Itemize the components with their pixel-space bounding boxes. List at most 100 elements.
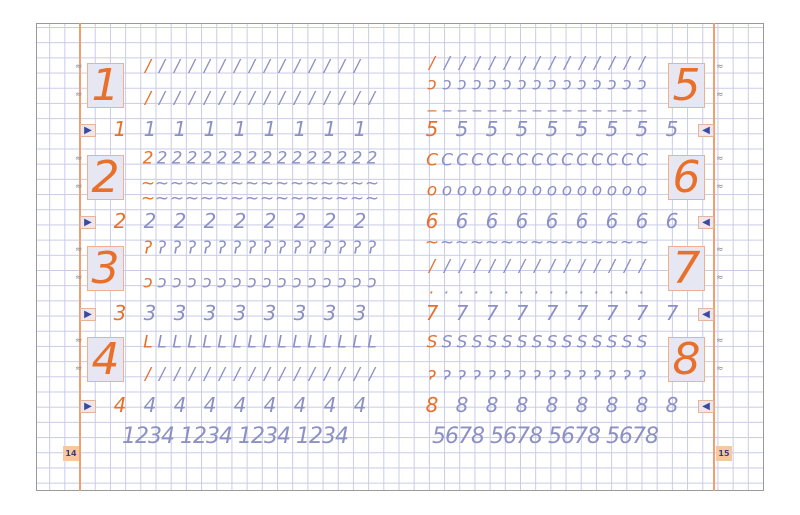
tracing-glyph: / [234, 364, 240, 385]
tracing-glyph: . [444, 278, 450, 299]
spiral-coil-icon: ≈ [75, 182, 83, 192]
tracing-glyph: / [534, 53, 540, 74]
tracing-glyph: L [217, 332, 227, 353]
tracing-glyph: / [234, 88, 240, 109]
tracing-glyph: / [219, 364, 225, 385]
tracing-glyph: ʔ [367, 238, 377, 259]
tracing-glyph: / [174, 364, 180, 385]
tracing-glyph: / [519, 256, 525, 277]
tracing-glyph: 2 [171, 148, 183, 169]
tracing-glyph: 7 [545, 301, 559, 325]
tracing-glyph: C [576, 150, 588, 171]
tracing-glyph: 7 [455, 301, 469, 325]
tracing-glyph: 2 [201, 148, 213, 169]
tracing-glyph: ~ [184, 188, 200, 209]
tracing-glyph: 7 [515, 301, 529, 325]
row-lead-glyph: 5 [425, 117, 439, 141]
tracing-glyph: / [324, 56, 330, 77]
tracing-glyph: ~ [199, 173, 215, 194]
tracing-glyph: ~ [304, 173, 320, 194]
tracing-glyph: ɔ [322, 272, 332, 293]
tracing-glyph: ~ [229, 188, 245, 209]
tracing-glyph: ɔ [457, 74, 467, 95]
tracing-glyph: / [474, 53, 480, 74]
tracing-glyph: ~ [364, 173, 380, 194]
row-lead-glyph: _ [427, 92, 437, 113]
tracing-glyph: ʔ [157, 238, 167, 259]
tracing-glyph: 2 [173, 209, 187, 233]
tracing-glyph: 7 [575, 301, 589, 325]
tracing-glyph: ~ [304, 188, 320, 209]
tracing-glyph: ɔ [487, 74, 497, 95]
tracing-glyph: / [459, 53, 465, 74]
tracing-glyph: ɔ [202, 272, 212, 293]
tracing-glyph: / [609, 256, 615, 277]
tracing-glyph: C [456, 150, 468, 171]
tracing-glyph: / [249, 56, 255, 77]
tracing-glyph: ~ [259, 173, 275, 194]
tracing-glyph: ɂ [637, 364, 647, 385]
model-digit: 4 [91, 334, 120, 385]
tracing-glyph: _ [607, 92, 617, 113]
arrow-right-icon: ▶ [80, 400, 96, 413]
tracing-glyph: / [174, 56, 180, 77]
tracing-glyph: 7 [635, 301, 649, 325]
tracing-glyph: 1 [293, 117, 307, 141]
tracing-glyph: S [561, 332, 573, 353]
tracing-glyph: / [264, 364, 270, 385]
tracing-glyph: L [322, 332, 332, 353]
tracing-glyph: ~ [244, 188, 260, 209]
tracing-glyph: ~ [514, 232, 530, 253]
tracing-glyph: ɔ [337, 272, 347, 293]
tracing-glyph: 4 [143, 393, 157, 417]
arrow-right-icon: ▶ [80, 124, 96, 137]
spiral-coil-icon: ≈ [716, 154, 724, 164]
tracing-glyph: 5 [605, 117, 619, 141]
tracing-glyph: ~ [334, 173, 350, 194]
tracing-glyph: ~ [274, 173, 290, 194]
tracing-glyph: C [606, 150, 618, 171]
tracing-glyph: S [636, 332, 648, 353]
tracing-glyph: / [159, 56, 165, 77]
tracing-glyph: ɔ [262, 272, 272, 293]
tracing-glyph: 6 [635, 209, 649, 233]
tracing-glyph: ɔ [622, 74, 632, 95]
tracing-glyph: C [621, 150, 633, 171]
tracing-glyph: . [474, 278, 480, 299]
tracing-glyph: ɔ [157, 272, 167, 293]
tracing-glyph: / [369, 364, 375, 385]
tracing-glyph: o [516, 180, 528, 201]
spiral-coil-icon: ≈ [75, 154, 83, 164]
tracing-glyph: ɔ [562, 74, 572, 95]
tracing-glyph: 2 [336, 148, 348, 169]
tracing-glyph: C [501, 150, 513, 171]
tracing-glyph: 8 [455, 393, 469, 417]
tracing-glyph: ~ [319, 188, 335, 209]
tracing-glyph: ʔ [247, 238, 257, 259]
tracing-glyph: . [549, 278, 555, 299]
tracing-glyph: / [249, 364, 255, 385]
tracing-glyph: / [639, 53, 645, 74]
tracing-glyph: S [591, 332, 603, 353]
tracing-glyph: _ [502, 92, 512, 113]
tracing-glyph: ~ [229, 173, 245, 194]
tracing-glyph: 2 [323, 209, 337, 233]
tracing-glyph: 5 [575, 117, 589, 141]
review-sequence: 1234 1234 1234 1234 [122, 423, 349, 449]
tracing-glyph: L [187, 332, 197, 353]
tracing-glyph: ~ [364, 188, 380, 209]
model-digit-box: 6 [668, 152, 705, 203]
tracing-glyph: ʔ [202, 238, 212, 259]
tracing-glyph: / [504, 53, 510, 74]
tracing-glyph: ~ [274, 188, 290, 209]
tracing-glyph: 6 [545, 209, 559, 233]
row-lead-glyph: 6 [425, 209, 439, 233]
tracing-glyph: S [456, 332, 468, 353]
tracing-glyph: ɔ [217, 272, 227, 293]
tracing-glyph: / [609, 53, 615, 74]
tracing-glyph: ɔ [172, 272, 182, 293]
tracing-glyph: _ [622, 92, 632, 113]
tracing-glyph: 4 [203, 393, 217, 417]
tracing-glyph: / [564, 256, 570, 277]
tracing-glyph: . [504, 278, 510, 299]
